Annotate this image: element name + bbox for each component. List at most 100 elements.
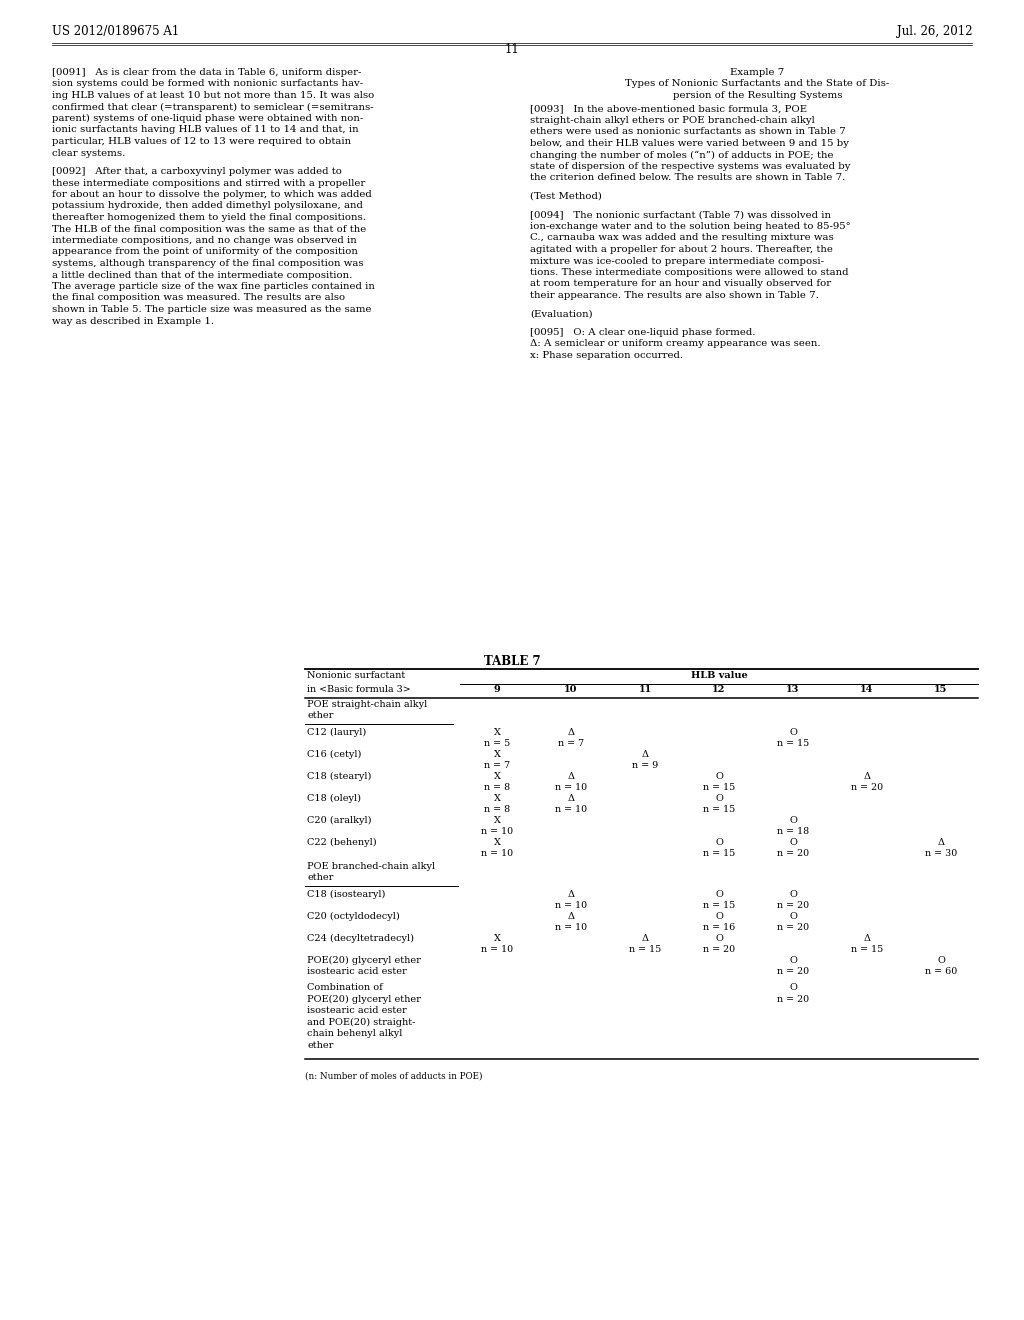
Text: n = 10: n = 10 [481,850,513,858]
Text: C., carnauba wax was added and the resulting mixture was: C., carnauba wax was added and the resul… [530,234,834,243]
Text: intermediate compositions, and no change was observed in: intermediate compositions, and no change… [52,236,356,246]
Text: The average particle size of the wax fine particles contained in: The average particle size of the wax fin… [52,282,375,290]
Text: X: X [494,816,501,825]
Text: state of dispersion of the respective systems was evaluated by: state of dispersion of the respective sy… [530,162,851,172]
Text: HLB value: HLB value [690,671,748,680]
Text: a little declined than that of the intermediate composition.: a little declined than that of the inter… [52,271,352,280]
Text: 13: 13 [786,685,800,693]
Text: n = 15: n = 15 [702,850,735,858]
Text: Combination of: Combination of [307,983,383,993]
Text: n = 15: n = 15 [702,902,735,911]
Text: n = 10: n = 10 [481,828,513,837]
Text: Δ: A semiclear or uniform creamy appearance was seen.: Δ: A semiclear or uniform creamy appeara… [530,339,820,348]
Text: tions. These intermediate compositions were allowed to stand: tions. These intermediate compositions w… [530,268,849,277]
Text: thereafter homogenized them to yield the final compositions.: thereafter homogenized them to yield the… [52,213,366,222]
Text: n = 20: n = 20 [851,784,883,792]
Text: confirmed that clear (=transparent) to semiclear (=semitrans-: confirmed that clear (=transparent) to s… [52,103,374,112]
Text: 15: 15 [934,685,947,693]
Text: n = 15: n = 15 [629,945,662,954]
Text: 11: 11 [638,685,651,693]
Text: mixture was ice-cooled to prepare intermediate composi-: mixture was ice-cooled to prepare interm… [530,256,824,265]
Text: [0094]   The nonionic surfactant (Table 7) was dissolved in: [0094] The nonionic surfactant (Table 7)… [530,210,831,219]
Text: appearance from the point of uniformity of the composition: appearance from the point of uniformity … [52,248,357,256]
Text: [0093]   In the above-mentioned basic formula 3, POE: [0093] In the above-mentioned basic form… [530,104,807,114]
Text: O: O [790,838,797,847]
Text: ether: ether [307,874,334,883]
Text: Δ: Δ [567,890,574,899]
Text: n = 10: n = 10 [481,945,513,954]
Text: X: X [494,772,501,781]
Text: n = 5: n = 5 [484,739,510,748]
Text: POE(20) glyceryl ether: POE(20) glyceryl ether [307,956,421,965]
Text: n = 15: n = 15 [702,805,735,814]
Text: n = 18: n = 18 [777,828,809,837]
Text: Types of Nonionic Surfactants and the State of Dis-: Types of Nonionic Surfactants and the St… [626,79,890,88]
Text: [0095]   O: A clear one-liquid phase formed.: [0095] O: A clear one-liquid phase forme… [530,327,756,337]
Text: O: O [790,912,797,921]
Text: changing the number of moles (“n”) of adducts in POE; the: changing the number of moles (“n”) of ad… [530,150,834,160]
Text: Δ: Δ [567,772,574,781]
Text: C18 (oleyl): C18 (oleyl) [307,795,361,803]
Text: The HLB of the final composition was the same as that of the: The HLB of the final composition was the… [52,224,367,234]
Text: clear systems.: clear systems. [52,149,125,157]
Text: 10: 10 [564,685,578,693]
Text: in <Basic formula 3>: in <Basic formula 3> [307,685,411,693]
Text: O: O [715,890,723,899]
Text: X: X [494,729,501,737]
Text: POE(20) glyceryl ether: POE(20) glyceryl ether [307,994,421,1003]
Text: straight-chain alkyl ethers or POE branched-chain alkyl: straight-chain alkyl ethers or POE branc… [530,116,815,125]
Text: n = 10: n = 10 [555,902,587,911]
Text: O: O [790,729,797,737]
Text: (Evaluation): (Evaluation) [530,309,593,318]
Text: Δ: Δ [938,838,944,847]
Text: n = 7: n = 7 [484,762,510,771]
Text: ethers were used as nonionic surfactants as shown in Table 7: ethers were used as nonionic surfactants… [530,128,846,136]
Text: X: X [494,750,501,759]
Text: (Test Method): (Test Method) [530,191,602,201]
Text: shown in Table 5. The particle size was measured as the same: shown in Table 5. The particle size was … [52,305,372,314]
Text: for about an hour to dissolve the polymer, to which was added: for about an hour to dissolve the polyme… [52,190,372,199]
Text: X: X [494,795,501,803]
Text: n = 20: n = 20 [777,968,809,977]
Text: below, and their HLB values were varied between 9 and 15 by: below, and their HLB values were varied … [530,139,849,148]
Text: n = 10: n = 10 [555,784,587,792]
Text: x: Phase separation occurred.: x: Phase separation occurred. [530,351,683,360]
Text: n = 15: n = 15 [851,945,883,954]
Text: n = 15: n = 15 [702,784,735,792]
Text: POE branched-chain alkyl: POE branched-chain alkyl [307,862,435,871]
Text: at room temperature for an hour and visually observed for: at room temperature for an hour and visu… [530,280,831,289]
Text: O: O [937,956,945,965]
Text: n = 20: n = 20 [777,924,809,932]
Text: 14: 14 [860,685,873,693]
Text: Δ: Δ [863,772,870,781]
Text: Δ: Δ [863,935,870,942]
Text: C24 (decyltetradecyl): C24 (decyltetradecyl) [307,935,414,942]
Text: C22 (behenyl): C22 (behenyl) [307,838,377,847]
Text: O: O [715,935,723,942]
Text: 11: 11 [505,44,519,55]
Text: ether: ether [307,1040,334,1049]
Text: O: O [790,983,797,993]
Text: Δ: Δ [567,912,574,921]
Text: potassium hydroxide, then added dimethyl polysiloxane, and: potassium hydroxide, then added dimethyl… [52,202,362,210]
Text: chain behenyl alkyl: chain behenyl alkyl [307,1030,402,1038]
Text: O: O [715,912,723,921]
Text: n = 20: n = 20 [777,902,809,911]
Text: X: X [494,838,501,847]
Text: O: O [715,838,723,847]
Text: X: X [494,935,501,942]
Text: way as described in Example 1.: way as described in Example 1. [52,317,214,326]
Text: and POE(20) straight-: and POE(20) straight- [307,1018,416,1027]
Text: n = 30: n = 30 [925,850,957,858]
Text: ing HLB values of at least 10 but not more than 15. It was also: ing HLB values of at least 10 but not mo… [52,91,374,100]
Text: n = 60: n = 60 [925,968,957,977]
Text: isostearic acid ester: isostearic acid ester [307,1006,407,1015]
Text: 12: 12 [713,685,726,693]
Text: particular, HLB values of 12 to 13 were required to obtain: particular, HLB values of 12 to 13 were … [52,137,351,147]
Text: parent) systems of one-liquid phase were obtained with non-: parent) systems of one-liquid phase were… [52,114,364,123]
Text: n = 16: n = 16 [702,924,735,932]
Text: C16 (cetyl): C16 (cetyl) [307,750,361,759]
Text: O: O [790,890,797,899]
Text: Jul. 26, 2012: Jul. 26, 2012 [896,25,972,38]
Text: O: O [715,795,723,803]
